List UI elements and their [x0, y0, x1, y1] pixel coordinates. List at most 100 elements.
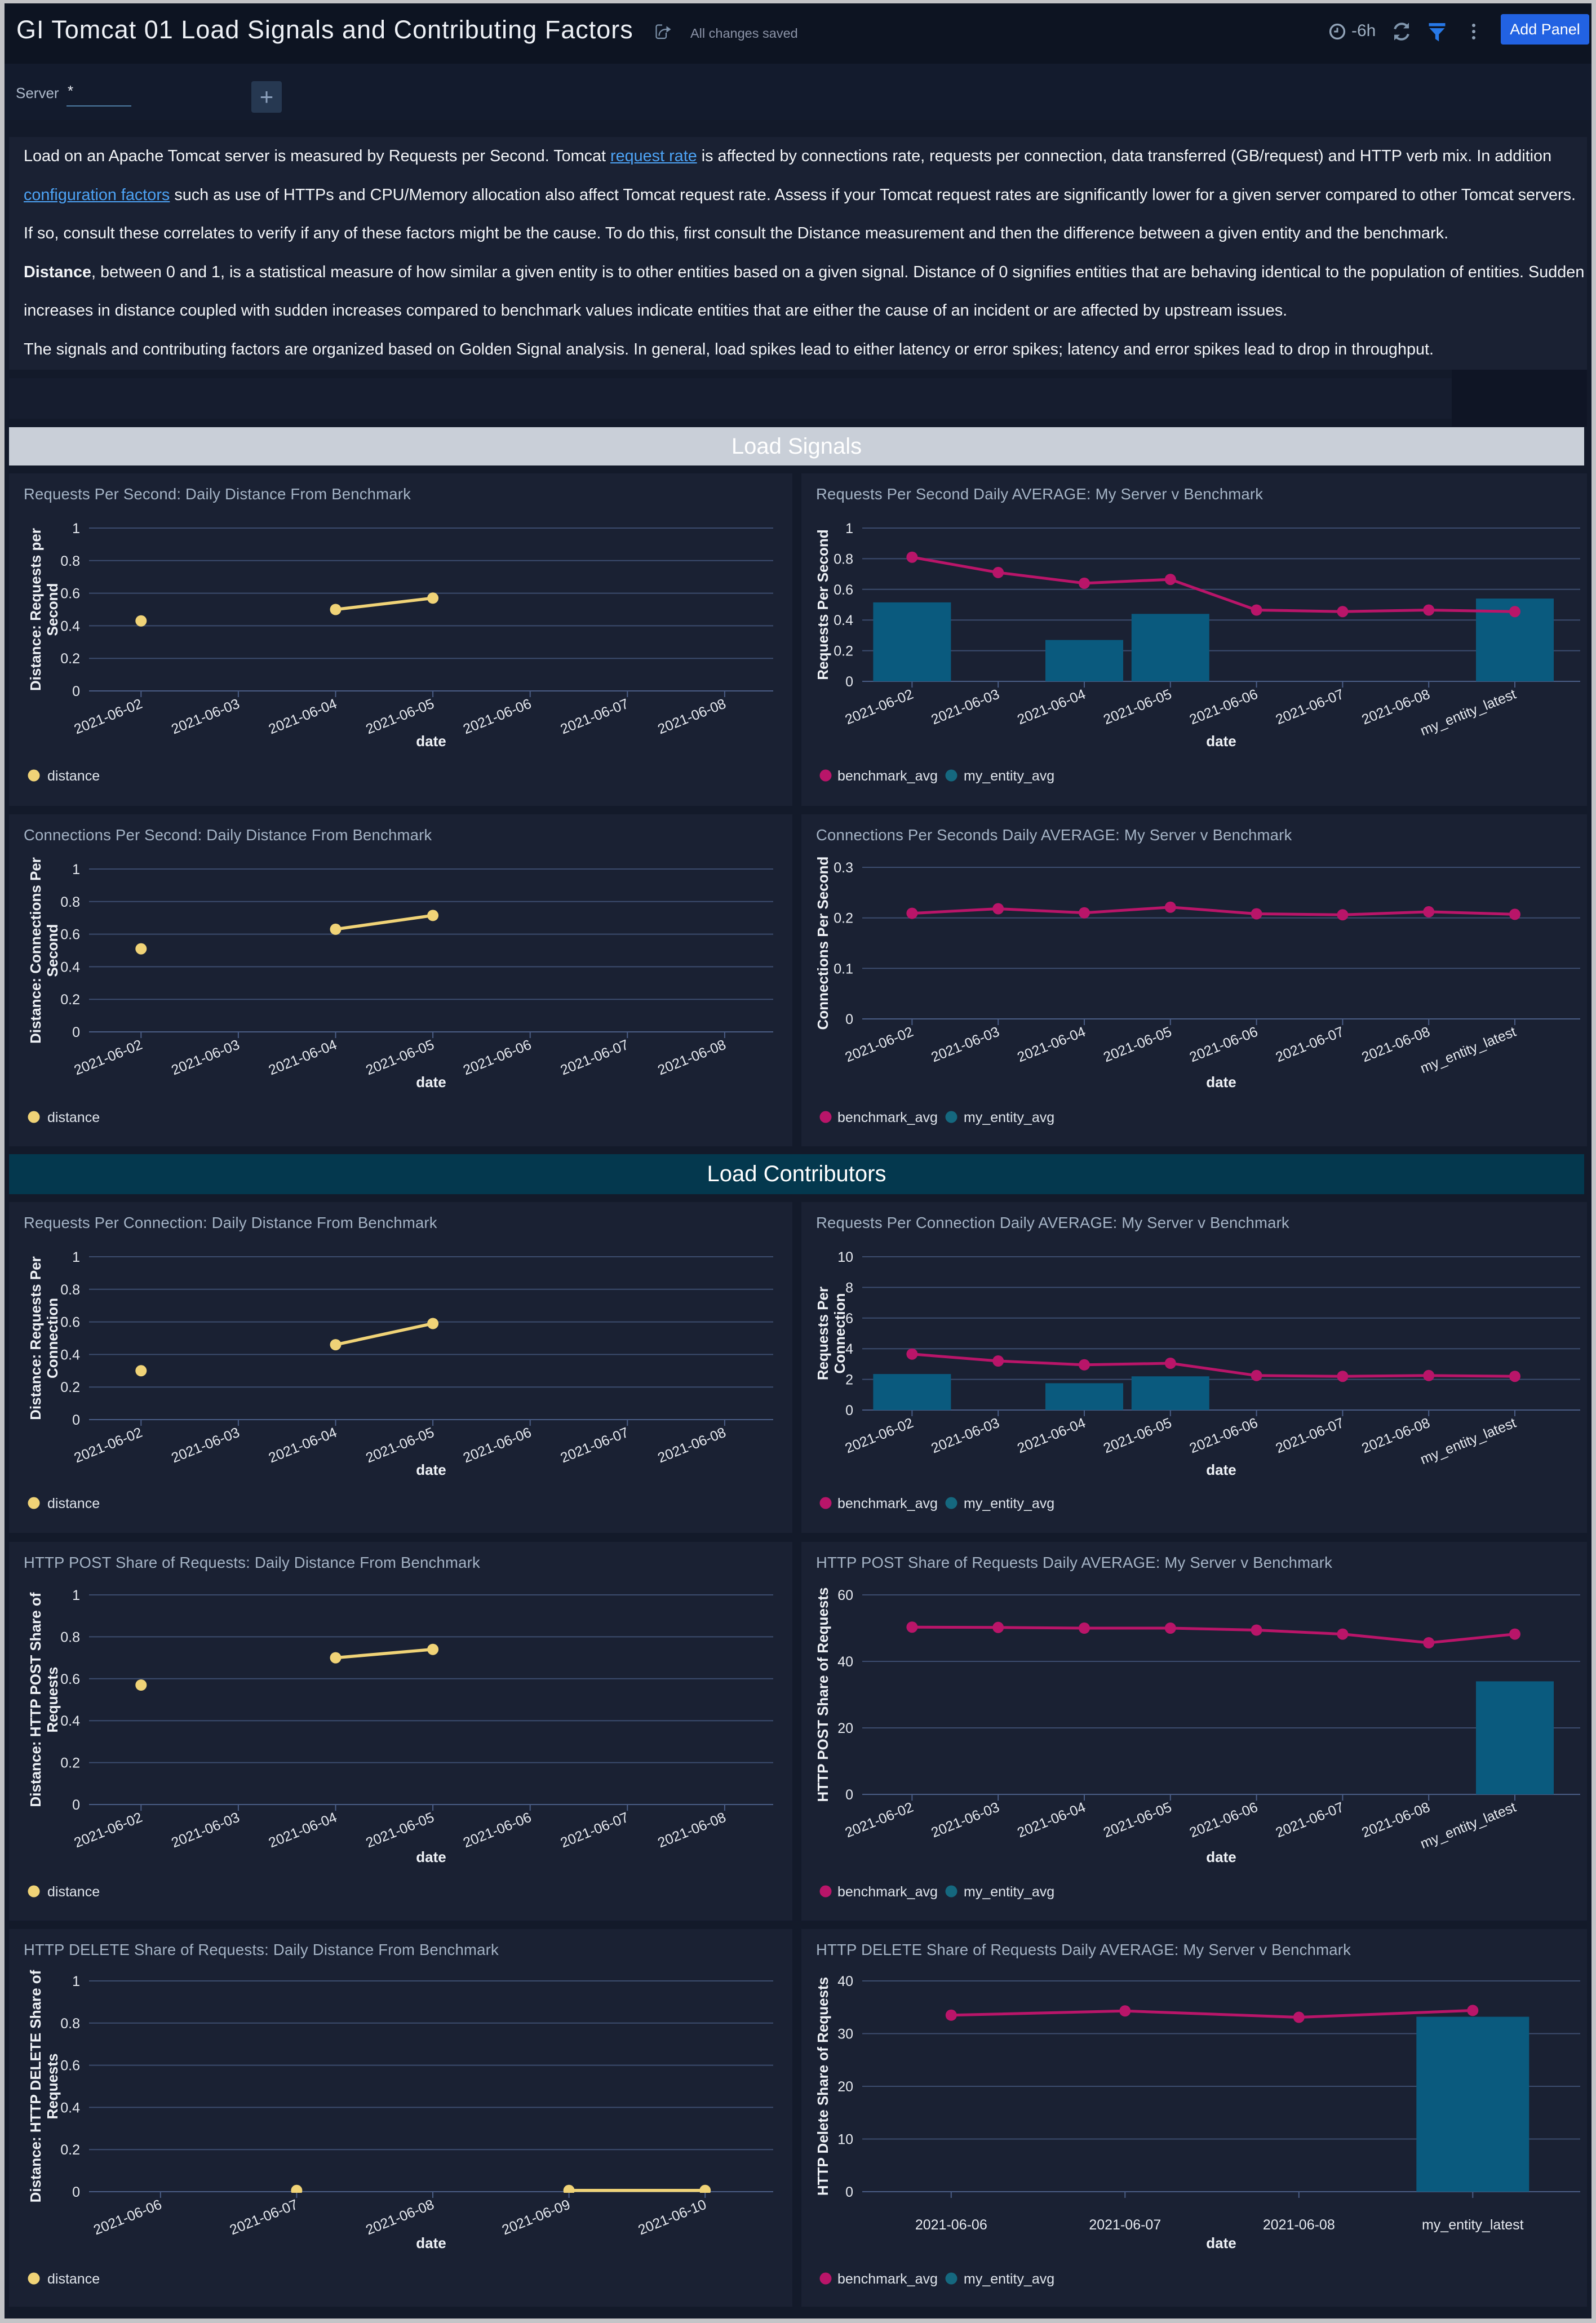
svg-text:2021-06-03: 2021-06-03 [929, 1799, 1001, 1841]
svg-text:0.4: 0.4 [60, 1347, 80, 1363]
svg-text:0.8: 0.8 [60, 894, 80, 910]
svg-text:10: 10 [837, 1249, 853, 1265]
svg-text:HTTP Delete Share of Requests: HTTP Delete Share of Requests [814, 1977, 831, 2196]
svg-text:distance: distance [47, 2271, 100, 2287]
svg-text:2021-06-08: 2021-06-08 [655, 1810, 728, 1851]
svg-text:0.6: 0.6 [60, 1315, 80, 1331]
svg-text:0.2: 0.2 [834, 644, 853, 659]
svg-text:benchmark_avg: benchmark_avg [837, 1110, 938, 1125]
svg-text:1: 1 [72, 521, 80, 537]
svg-text:2021-06-07: 2021-06-07 [558, 1037, 631, 1079]
svg-text:2021-06-07: 2021-06-07 [1274, 1415, 1346, 1457]
svg-text:2021-06-06: 2021-06-06 [91, 2197, 164, 2238]
svg-text:0: 0 [845, 1012, 853, 1027]
svg-text:0.6: 0.6 [60, 586, 80, 602]
svg-text:1: 1 [72, 862, 80, 877]
svg-text:my_entity_latest: my_entity_latest [1418, 1024, 1518, 1077]
svg-text:0.2: 0.2 [60, 651, 80, 667]
svg-text:2021-06-04: 2021-06-04 [1015, 1799, 1088, 1841]
svg-text:date: date [416, 1848, 446, 1865]
svg-text:benchmark_avg: benchmark_avg [837, 1496, 938, 1511]
svg-text:2021-06-08: 2021-06-08 [1359, 1024, 1432, 1066]
svg-text:2021-06-08: 2021-06-08 [655, 696, 728, 738]
svg-text:2021-06-02: 2021-06-02 [843, 1415, 916, 1457]
svg-text:2021-06-06: 2021-06-06 [461, 1810, 534, 1851]
svg-text:10: 10 [837, 2132, 853, 2148]
svg-text:Requests: Requests [44, 1666, 61, 1732]
svg-text:0: 0 [72, 1025, 80, 1040]
svg-text:2021-06-07: 2021-06-07 [558, 1810, 631, 1851]
svg-text:2021-06-06: 2021-06-06 [1187, 1415, 1260, 1457]
svg-text:2021-06-08: 2021-06-08 [1359, 1415, 1432, 1457]
svg-text:my_entity_avg: my_entity_avg [964, 1884, 1054, 1900]
svg-text:8: 8 [845, 1280, 853, 1296]
svg-text:2021-06-04: 2021-06-04 [1015, 1024, 1088, 1066]
svg-text:2021-06-07: 2021-06-07 [1089, 2217, 1161, 2233]
svg-text:my_entity_latest: my_entity_latest [1422, 2217, 1524, 2233]
svg-text:Distance: Requests Per: Distance: Requests Per [27, 1256, 44, 1420]
svg-text:2021-06-08: 2021-06-08 [655, 1037, 728, 1079]
svg-text:0.2: 0.2 [60, 992, 80, 1008]
svg-text:6: 6 [845, 1311, 853, 1327]
svg-text:0.6: 0.6 [60, 2058, 80, 2074]
svg-text:distance: distance [47, 768, 100, 784]
svg-text:2021-06-03: 2021-06-03 [929, 1415, 1001, 1457]
svg-text:date: date [1206, 733, 1236, 750]
svg-text:2: 2 [845, 1372, 853, 1388]
svg-text:date: date [416, 1074, 446, 1090]
svg-text:2021-06-08: 2021-06-08 [1263, 2217, 1335, 2233]
svg-text:distance: distance [47, 1496, 100, 1511]
svg-text:2021-06-06: 2021-06-06 [1187, 1024, 1260, 1066]
svg-text:0.6: 0.6 [834, 582, 853, 598]
svg-text:1: 1 [845, 521, 853, 537]
svg-text:Distance: HTTP POST Share of: Distance: HTTP POST Share of [27, 1592, 44, 1807]
svg-text:2021-06-04: 2021-06-04 [1015, 686, 1088, 728]
svg-text:Requests Per: Requests Per [814, 1287, 831, 1380]
svg-text:2021-06-02: 2021-06-02 [72, 1810, 144, 1851]
svg-text:1: 1 [72, 1974, 80, 1989]
svg-text:2021-06-02: 2021-06-02 [843, 1024, 916, 1066]
svg-text:2021-06-10: 2021-06-10 [636, 2197, 708, 2238]
svg-text:0: 0 [845, 2184, 853, 2200]
svg-text:2021-06-04: 2021-06-04 [1015, 1415, 1088, 1457]
svg-text:0: 0 [845, 1787, 853, 1803]
svg-text:my_entity_avg: my_entity_avg [964, 2271, 1054, 2287]
svg-text:0: 0 [72, 1797, 80, 1813]
svg-text:my_entity_latest: my_entity_latest [1418, 1799, 1518, 1852]
svg-text:2021-06-07: 2021-06-07 [1274, 686, 1346, 728]
svg-text:2021-06-05: 2021-06-05 [363, 1425, 436, 1466]
svg-text:0.1: 0.1 [834, 961, 853, 977]
svg-text:0.4: 0.4 [60, 618, 80, 634]
svg-text:2021-06-02: 2021-06-02 [843, 686, 916, 728]
svg-text:0: 0 [72, 1412, 80, 1428]
svg-text:2021-06-02: 2021-06-02 [72, 1425, 144, 1466]
svg-text:0.2: 0.2 [60, 1380, 80, 1395]
svg-text:Second: Second [44, 583, 61, 636]
svg-text:distance: distance [47, 1110, 100, 1125]
svg-text:0.4: 0.4 [834, 613, 853, 628]
svg-text:1: 1 [72, 1588, 80, 1603]
svg-text:2021-06-03: 2021-06-03 [169, 1037, 242, 1079]
svg-text:2021-06-05: 2021-06-05 [1101, 1799, 1174, 1841]
svg-text:Distance: Connections Per: Distance: Connections Per [27, 857, 44, 1044]
svg-text:2021-06-03: 2021-06-03 [169, 696, 242, 738]
svg-text:2021-06-04: 2021-06-04 [267, 1425, 339, 1466]
svg-text:2021-06-07: 2021-06-07 [228, 2197, 300, 2238]
svg-text:Requests Per Connection Daily: Requests Per Connection Daily AVERAGE: M… [816, 1214, 1289, 1231]
svg-text:2021-06-02: 2021-06-02 [843, 1799, 916, 1841]
svg-text:my_entity_avg: my_entity_avg [964, 1496, 1054, 1511]
svg-text:30: 30 [837, 2027, 853, 2042]
svg-text:2021-06-08: 2021-06-08 [1359, 686, 1432, 728]
svg-text:0.8: 0.8 [60, 1282, 80, 1298]
svg-text:benchmark_avg: benchmark_avg [837, 2271, 938, 2287]
svg-text:Connections Per Second: Daily: Connections Per Second: Daily Distance F… [24, 826, 432, 844]
svg-text:HTTP POST Share of Requests: HTTP POST Share of Requests [814, 1588, 831, 1802]
svg-text:0: 0 [845, 1403, 853, 1418]
svg-text:2021-06-06: 2021-06-06 [461, 1037, 534, 1079]
svg-text:benchmark_avg: benchmark_avg [837, 1884, 938, 1900]
svg-text:2021-06-02: 2021-06-02 [72, 1037, 144, 1079]
svg-text:0.6: 0.6 [60, 1672, 80, 1687]
svg-text:2021-06-06: 2021-06-06 [1187, 1799, 1260, 1841]
svg-text:date: date [416, 1461, 446, 1478]
svg-text:0.8: 0.8 [60, 553, 80, 569]
